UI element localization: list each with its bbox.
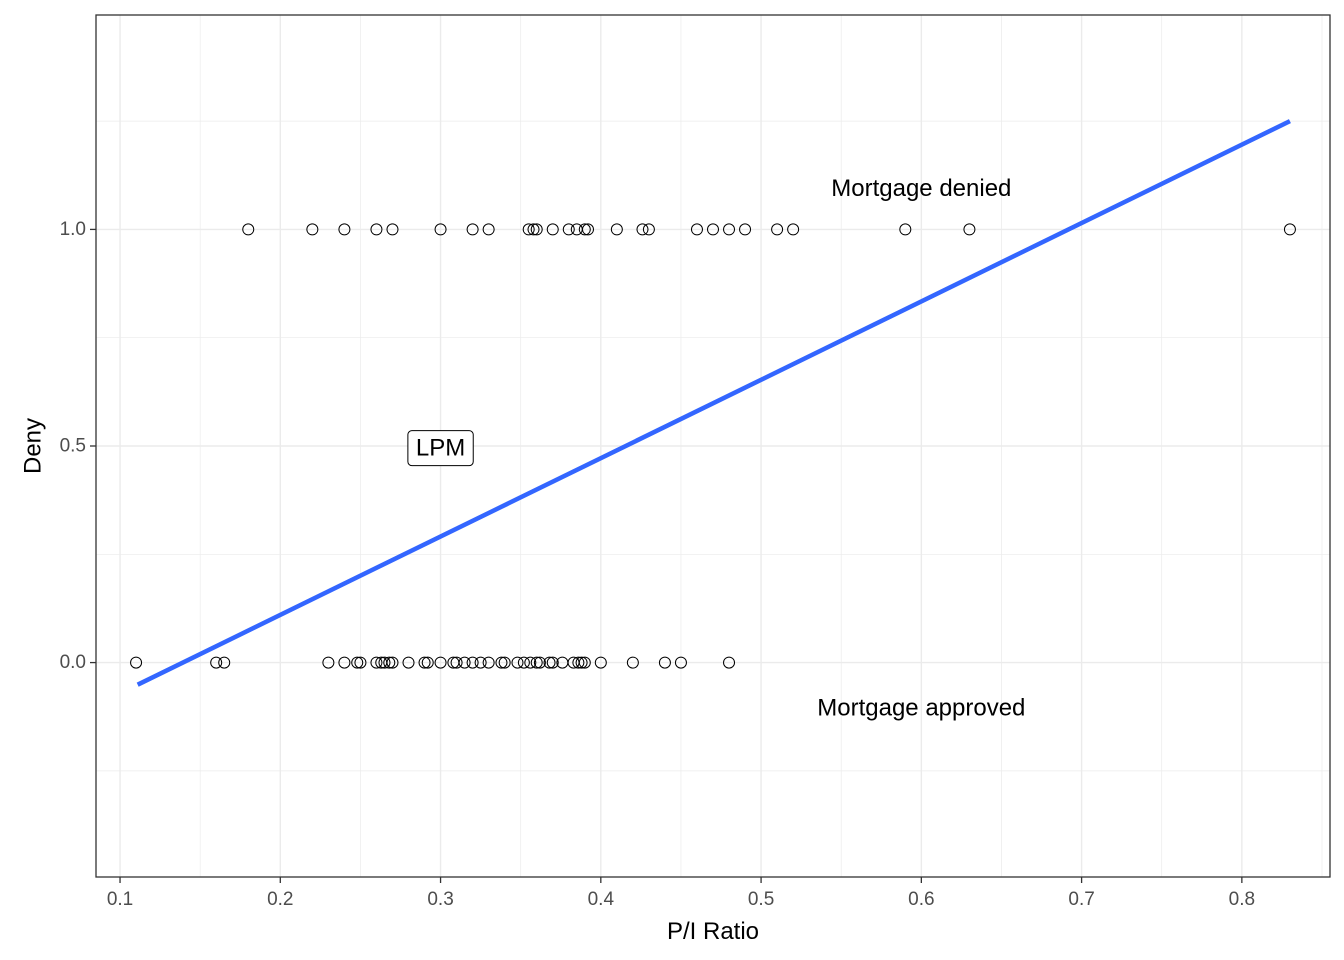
approved-point <box>674 656 687 669</box>
denied-point <box>739 223 752 236</box>
approved-point <box>543 656 556 669</box>
points-layer <box>130 223 1296 669</box>
denied-point <box>690 223 703 236</box>
y-tick-label: 1.0 <box>60 219 86 240</box>
approved-point <box>466 656 479 669</box>
denied-point <box>963 223 976 236</box>
approved-point <box>402 656 415 669</box>
y-tick-label: 0.0 <box>60 652 86 673</box>
approved-point <box>370 656 383 669</box>
approved-point <box>418 656 431 669</box>
denied-point <box>787 223 800 236</box>
approved-point <box>322 656 335 669</box>
denied-point <box>370 223 383 236</box>
lpm-label: LPM <box>416 435 465 462</box>
denied-point <box>581 223 594 236</box>
approved-point <box>351 656 364 669</box>
approved-point <box>458 656 471 669</box>
denied-point <box>1283 223 1296 236</box>
approved-point <box>517 656 530 669</box>
approved-point <box>533 656 546 669</box>
denied-point <box>562 223 575 236</box>
approved-point <box>474 656 487 669</box>
x-tick-label: 0.7 <box>1068 889 1094 910</box>
x-tick-label: 0.4 <box>588 889 615 910</box>
approved-point <box>482 656 495 669</box>
approved-point <box>495 656 508 669</box>
approved-point <box>498 656 511 669</box>
denied-point <box>306 223 319 236</box>
y-axis-title: Deny <box>20 418 47 474</box>
denied-point <box>610 223 623 236</box>
approved-point <box>383 656 396 669</box>
denied-point <box>482 223 495 236</box>
grid <box>96 15 1330 877</box>
approved-point <box>524 656 537 669</box>
approved-point <box>578 656 591 669</box>
denied-point <box>242 223 255 236</box>
approved-point <box>626 656 639 669</box>
approved-point <box>421 656 434 669</box>
denied-point <box>899 223 912 236</box>
approved-point <box>546 656 559 669</box>
lpm-fit-line <box>136 119 1291 687</box>
annotations: Mortgage denied Mortgage approved LPM <box>407 175 1025 722</box>
x-tick-label: 0.6 <box>908 889 934 910</box>
approved-point <box>210 656 223 669</box>
approved-point <box>594 656 607 669</box>
lpm-label-box <box>407 430 474 467</box>
x-tick-label: 0.8 <box>1229 889 1255 910</box>
y-tick-label: 0.5 <box>60 436 86 457</box>
denied-point <box>707 223 719 236</box>
approved-point <box>130 656 143 669</box>
x-tick-label: 0.3 <box>427 889 453 910</box>
denied-point <box>530 223 543 236</box>
approved-point <box>434 656 447 669</box>
approved-point <box>658 656 671 669</box>
denied-point <box>522 223 535 236</box>
x-tick-label: 0.5 <box>748 889 774 910</box>
approved-point <box>575 656 588 669</box>
approved-point <box>386 656 399 669</box>
x-tick-label: 0.1 <box>107 889 133 910</box>
denied-point <box>434 223 447 236</box>
denied-point <box>642 223 655 236</box>
denied-point <box>338 223 351 236</box>
denied-point <box>466 223 479 236</box>
denied-point <box>578 223 591 236</box>
x-axis-title: P/I Ratio <box>667 918 759 945</box>
approved-point <box>511 656 524 669</box>
axes: 0.1 0.2 0.3 0.4 0.5 0.6 0.7 0.8 0.0 0.5 1.0 <box>60 219 1255 910</box>
approved-point <box>338 656 351 669</box>
approved-point <box>572 656 585 669</box>
approved-point <box>378 656 391 669</box>
approved-point <box>354 656 367 669</box>
denied-point <box>546 223 559 236</box>
approved-point <box>218 656 231 669</box>
mortgage-approved-annotation: Mortgage approved <box>817 695 1025 722</box>
denied-point <box>723 223 736 236</box>
denied-point <box>771 223 784 236</box>
x-tick-label: 0.2 <box>267 889 293 910</box>
denied-point <box>527 223 540 236</box>
approved-point <box>723 656 736 669</box>
denied-point <box>636 223 649 236</box>
fit-line-layer <box>136 119 1291 687</box>
approved-point <box>450 656 463 669</box>
approved-point <box>530 656 543 669</box>
mortgage-denied-annotation: Mortgage denied <box>831 175 1011 202</box>
denied-point <box>386 223 399 236</box>
